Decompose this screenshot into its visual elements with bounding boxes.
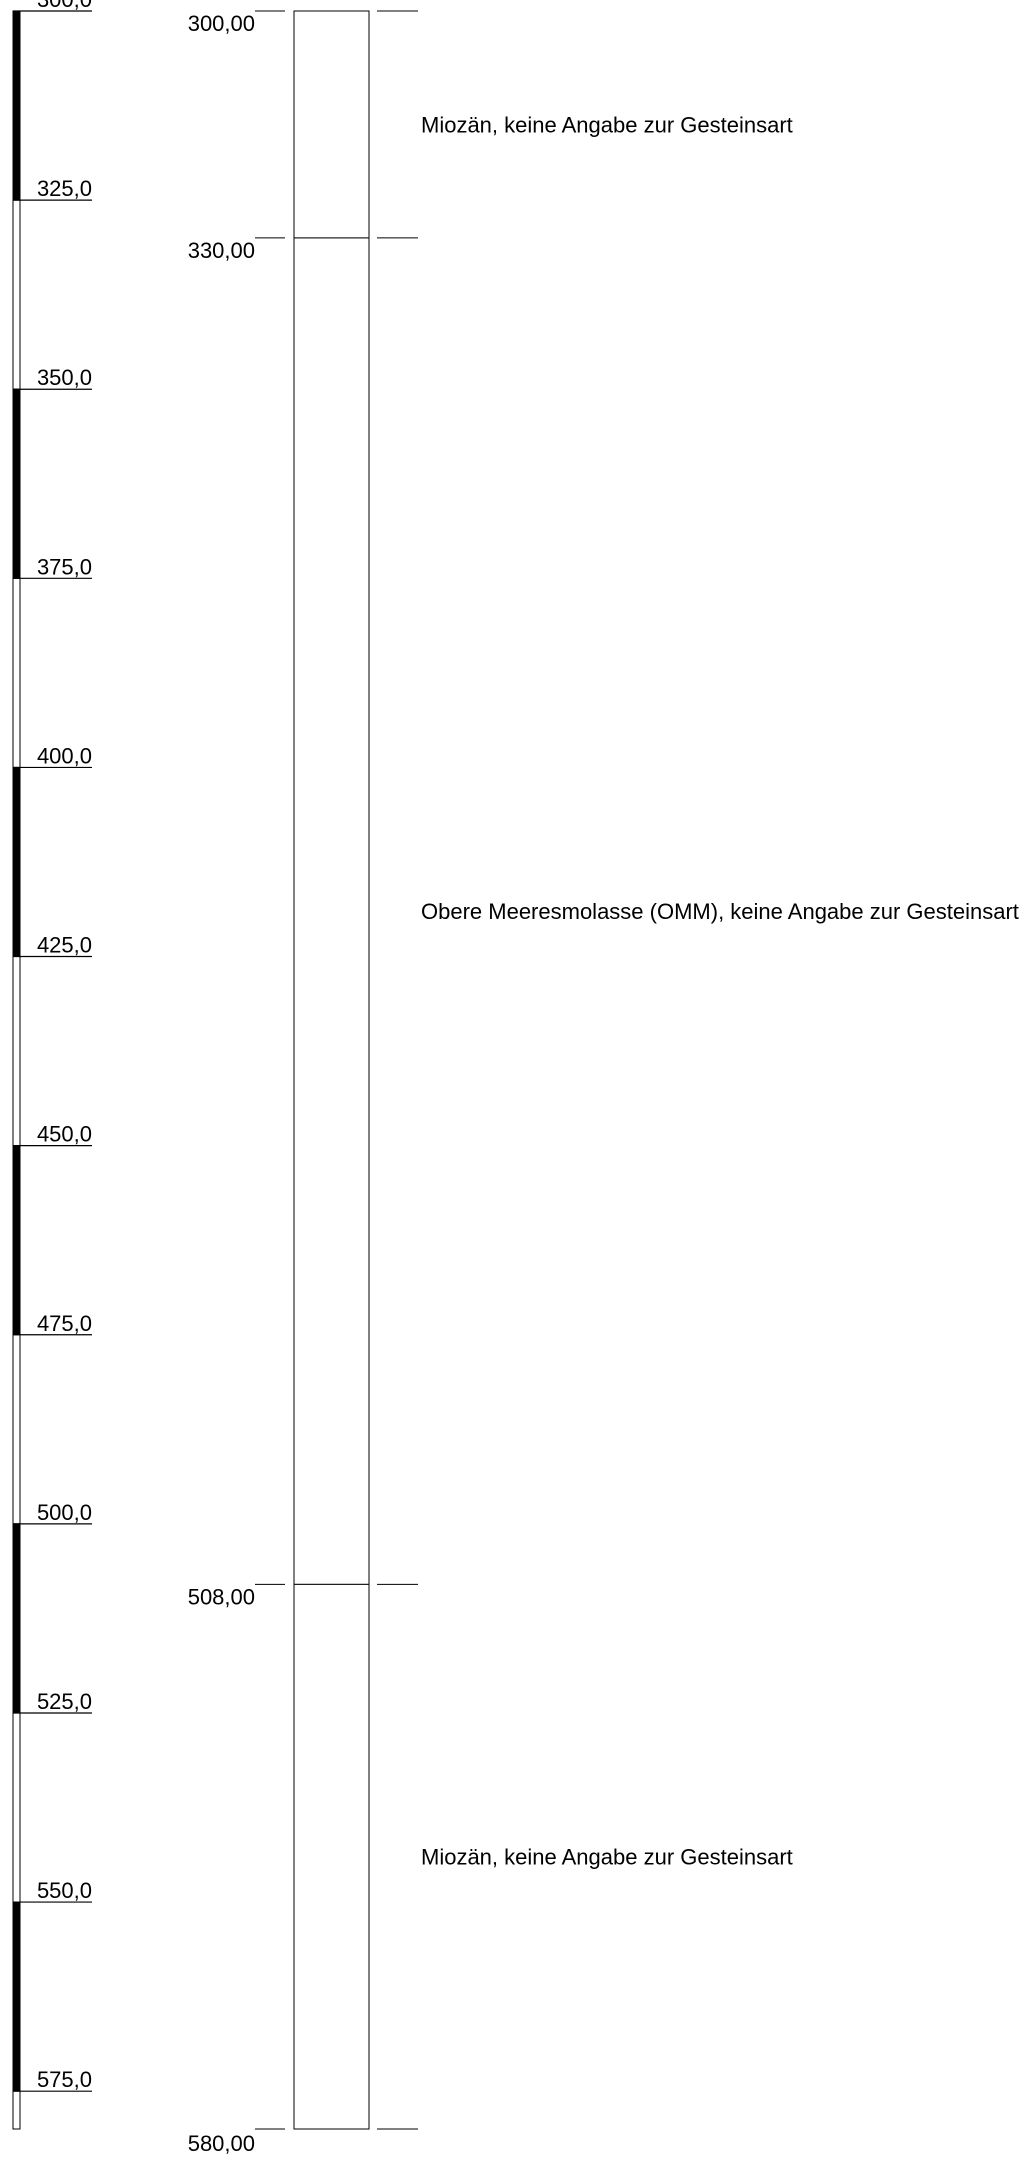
layer-top-depth: 300,00 <box>188 11 255 36</box>
scale-tick-label: 425,0 <box>37 933 92 958</box>
layer-box <box>293 10 370 239</box>
layer-description: Miozän, keine Angabe zur Gesteinsart <box>421 112 793 137</box>
scale-segment <box>12 10 21 201</box>
layer-box <box>293 237 370 1585</box>
bottom-depth-label: 580,00 <box>188 2131 255 2156</box>
scale-tick-label: 350,0 <box>37 365 92 390</box>
layer-top-depth: 508,00 <box>188 1584 255 1609</box>
scale-tick-label: 375,0 <box>37 554 92 579</box>
scale-tick-label: 475,0 <box>37 1311 92 1336</box>
scale-segment <box>12 2090 21 2130</box>
layer-description: Obere Meeresmolasse (OMM), keine Angabe … <box>421 899 1019 924</box>
depth-scale: 300,0 325,0 350,0 375,0 400,0 425,0 450,0 475,0… <box>12 0 92 2130</box>
layer-depth-labels: 300,00 330,00 508,00 580,00 <box>188 10 418 2156</box>
scale-segment <box>12 766 21 958</box>
scale-tick-label: 525,0 <box>37 1689 92 1714</box>
scale-segment <box>12 388 21 579</box>
scale-tick-label: 500,0 <box>37 1500 92 1525</box>
scale-segment <box>12 1712 21 1903</box>
scale-tick-label: 575,0 <box>37 2067 92 2092</box>
scale-segment <box>12 1145 21 1336</box>
scale-tick-label: 300,0 <box>37 0 92 12</box>
layer-description: Miozän, keine Angabe zur Gesteinsart <box>421 1845 793 1870</box>
scale-segment <box>12 199 21 390</box>
scale-segment <box>12 577 21 768</box>
scale-segment <box>12 1901 21 2092</box>
scale-tick-label: 400,0 <box>37 743 92 768</box>
scale-segment <box>12 1523 21 1714</box>
layer-box <box>293 1583 370 2130</box>
layer-column <box>293 10 370 2130</box>
scale-tick-label: 550,0 <box>37 1878 92 1903</box>
scale-tick-label: 450,0 <box>37 1122 92 1147</box>
layer-descriptions: Miozän, keine Angabe zur Gesteinsart Ober… <box>421 112 1019 1869</box>
scale-tick-label: 325,0 <box>37 176 92 201</box>
layer-top-depth: 330,00 <box>188 238 255 263</box>
scale-segment <box>12 1334 21 1525</box>
scale-segment <box>12 956 21 1147</box>
